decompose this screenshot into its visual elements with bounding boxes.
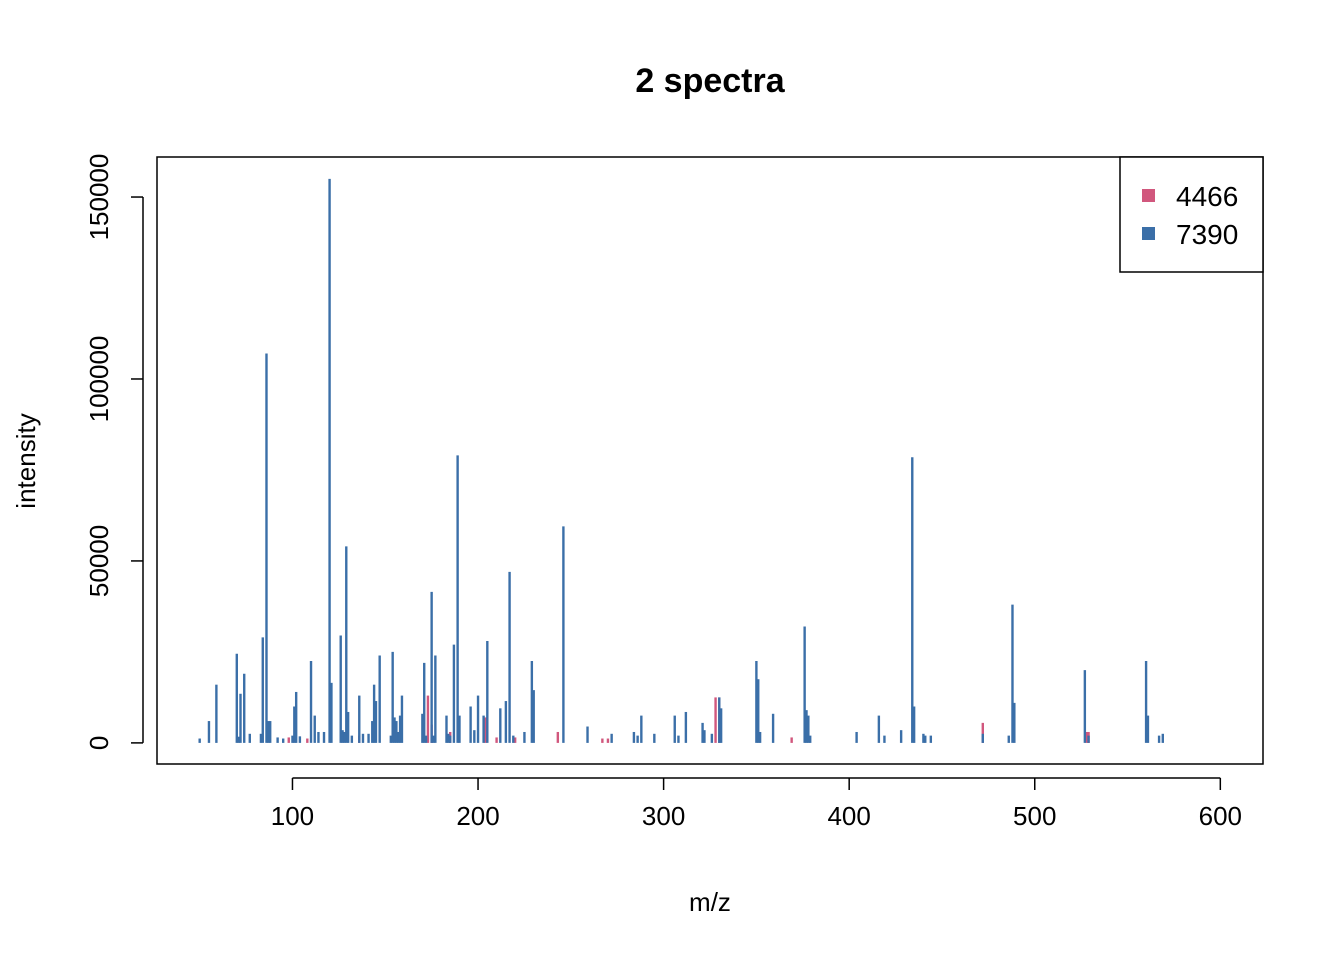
peaks-layer bbox=[198, 178, 1164, 743]
legend-swatch-4466 bbox=[1142, 189, 1155, 202]
y-tick-label-0: 0 bbox=[84, 736, 114, 750]
legend-box bbox=[1119, 156, 1264, 273]
legend-label-4466: 4466 bbox=[1176, 181, 1238, 212]
legend-swatch-7390 bbox=[1142, 227, 1155, 240]
legend-label-7390: 7390 bbox=[1176, 219, 1238, 250]
x-tick-label-200: 200 bbox=[456, 801, 499, 831]
y-tick-label-100000: 100000 bbox=[84, 336, 114, 423]
plot-area-border bbox=[156, 156, 1264, 765]
x-tick-label-500: 500 bbox=[1013, 801, 1056, 831]
x-tick-label-300: 300 bbox=[642, 801, 685, 831]
y-axis-label: intensity bbox=[11, 413, 41, 508]
legend: 4466 7390 bbox=[1119, 156, 1264, 273]
x-axis-label: m/z bbox=[689, 887, 731, 917]
y-tick-label-150000: 150000 bbox=[84, 154, 114, 241]
y-tick-label-50000: 50000 bbox=[84, 525, 114, 597]
x-axis: 100 200 300 400 500 600 bbox=[271, 777, 1242, 831]
x-tick-label-400: 400 bbox=[827, 801, 870, 831]
chart-title: 2 spectra bbox=[635, 62, 785, 100]
y-axis: 0 50000 100000 150000 bbox=[84, 154, 144, 750]
x-tick-label-100: 100 bbox=[271, 801, 314, 831]
x-tick-label-600: 600 bbox=[1199, 801, 1242, 831]
